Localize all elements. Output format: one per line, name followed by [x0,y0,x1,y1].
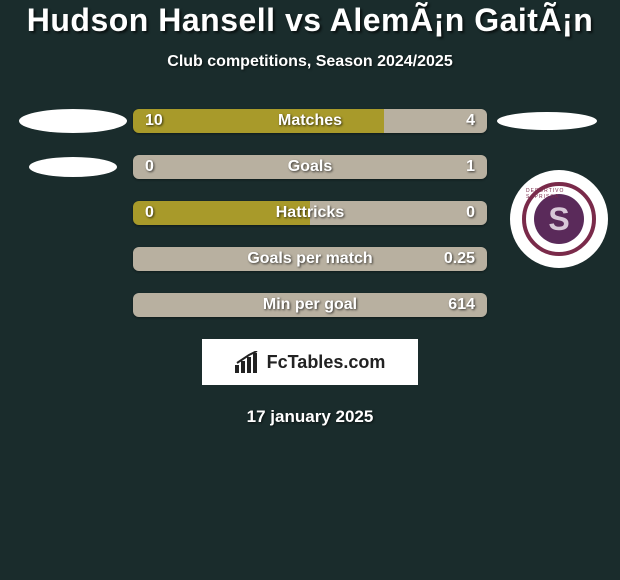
page-title: Hudson Hansell vs AlemÃ¡n GaitÃ¡n [0,2,620,39]
bar-right-value: 0 [466,201,475,225]
bar-right-value: 4 [466,109,475,133]
bar-right-value: 614 [448,293,475,317]
badge-letter: S [548,201,569,238]
comparison-card: Hudson Hansell vs AlemÃ¡n GaitÃ¡n Club c… [0,0,620,427]
badge-outer: DEPORTIVO SAPRISSA S [510,170,608,268]
player-ellipse-left-1 [19,109,127,133]
stat-row: 10 Matches 4 [0,109,620,133]
left-avatar-slot [13,109,133,133]
badge-ring-text: DEPORTIVO SAPRISSA [526,188,592,200]
brand-label: FcTables.com [267,352,386,373]
badge-ring: DEPORTIVO SAPRISSA S [522,182,596,256]
badge-inner: S [534,194,584,244]
stat-bar: Goals per match 0.25 [133,247,487,271]
club-badge: DEPORTIVO SAPRISSA S [510,170,608,268]
player-ellipse-left-2 [29,157,117,177]
bar-label: Goals per match [133,247,487,271]
subtitle: Club competitions, Season 2024/2025 [0,53,620,71]
bar-label: Min per goal [133,293,487,317]
date-label: 17 january 2025 [0,407,620,427]
stat-bar: 0 Hattricks 0 [133,201,487,225]
stat-bar: 0 Goals 1 [133,155,487,179]
stat-bar: Min per goal 614 [133,293,487,317]
bar-right-value: 0.25 [444,247,475,271]
bar-label: Matches [133,109,487,133]
right-avatar-slot [487,112,607,130]
bar-label: Goals [133,155,487,179]
stat-bar: 10 Matches 4 [133,109,487,133]
stat-row: Min per goal 614 [0,293,620,317]
brand-box[interactable]: FcTables.com [202,339,418,385]
player-ellipse-right [497,112,597,130]
bar-right-value: 1 [466,155,475,179]
bar-label: Hattricks [133,201,487,225]
left-avatar-slot [13,157,133,177]
chart-icon [235,351,261,373]
